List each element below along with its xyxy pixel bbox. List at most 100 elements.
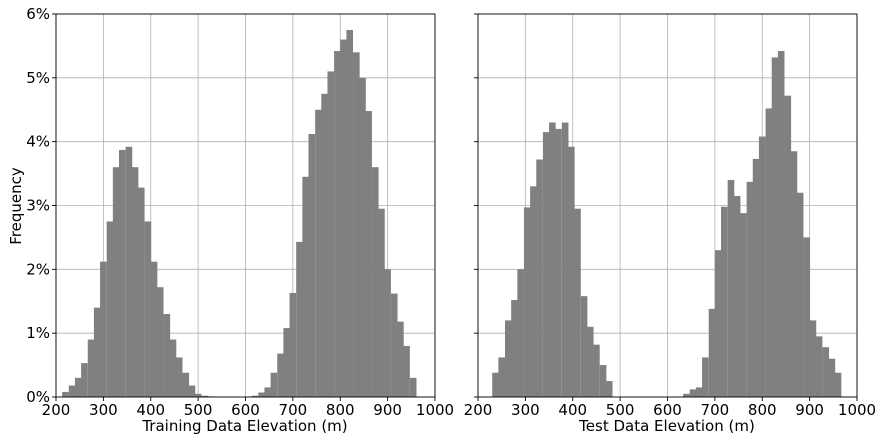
- y-tick-label: 6%: [26, 5, 50, 23]
- x-axis-label-training: Training Data Elevation (m): [141, 417, 347, 435]
- y-tick-label: 2%: [26, 260, 50, 278]
- histogram-bar: [289, 292, 297, 397]
- histogram-bar: [536, 159, 543, 397]
- histogram-bar: [409, 377, 417, 397]
- histogram-bar: [561, 122, 569, 398]
- histogram-bar: [119, 149, 126, 397]
- histogram-bar: [308, 134, 316, 398]
- histogram-bar: [695, 387, 703, 397]
- histogram-bar: [340, 39, 347, 398]
- x-axis-label-test: Test Data Elevation (m): [578, 417, 755, 435]
- histogram-bar: [359, 77, 366, 397]
- histogram-bar: [321, 93, 328, 398]
- x-tick-label: 500: [606, 401, 635, 419]
- y-tick-label: 4%: [26, 133, 50, 151]
- histogram-bar: [175, 357, 183, 397]
- x-tick-label: 1000: [416, 401, 454, 419]
- x-tick-label: 1000: [838, 401, 876, 419]
- histogram-bar: [758, 136, 766, 397]
- histogram-bar: [81, 363, 88, 397]
- histogram-bar: [100, 261, 107, 397]
- histogram-bar: [112, 167, 120, 397]
- histogram-bar: [144, 221, 152, 397]
- x-tick-label: 400: [558, 401, 587, 419]
- histogram-bar: [586, 326, 594, 397]
- x-tick-label: 300: [89, 401, 118, 419]
- histogram-bar: [765, 108, 773, 398]
- histogram-bar: [188, 385, 196, 397]
- x-tick-label: 400: [136, 401, 165, 419]
- histogram-bar: [137, 187, 145, 397]
- histogram-bar: [511, 299, 518, 397]
- histogram-bar: [264, 387, 272, 397]
- histogram-bar: [809, 320, 817, 397]
- y-tick-label: 0%: [26, 388, 50, 406]
- histogram-bar: [194, 393, 202, 397]
- histogram-bar: [365, 111, 372, 397]
- histogram-bar: [156, 287, 164, 397]
- histogram-bar: [828, 358, 836, 397]
- histogram-bar: [277, 353, 284, 397]
- histogram-bar: [87, 339, 95, 397]
- histogram-bar: [530, 186, 537, 397]
- histogram-bar: [555, 128, 562, 397]
- histogram-bar: [777, 51, 785, 397]
- x-tick-label: 200: [464, 401, 493, 419]
- histogram-bar: [74, 377, 82, 397]
- y-tick-label: 3%: [26, 197, 50, 215]
- x-tick-label: 700: [701, 401, 730, 419]
- y-tick-label: 1%: [26, 324, 50, 342]
- x-tick-label: 800: [748, 401, 777, 419]
- histogram-bar: [182, 372, 190, 397]
- histogram-bar: [498, 357, 505, 397]
- histogram-bar: [68, 385, 76, 397]
- histogram-bar: [346, 29, 354, 397]
- histogram-bar: [106, 221, 114, 397]
- histogram-bar: [593, 344, 600, 397]
- x-tick-label: 900: [373, 401, 402, 419]
- histogram-bar: [258, 392, 265, 397]
- histogram-bar: [315, 109, 322, 397]
- histogram-bar: [163, 314, 171, 397]
- histogram-bar: [371, 167, 379, 397]
- histogram-bar: [803, 237, 811, 397]
- histogram-bar: [702, 357, 709, 397]
- histogram-bar: [397, 321, 404, 397]
- histogram-bar: [721, 206, 728, 397]
- y-tick-label: 5%: [26, 69, 50, 87]
- y-axis-label: Frequency: [7, 167, 25, 245]
- histogram-bar: [125, 146, 133, 397]
- histogram-bar: [549, 122, 556, 398]
- histogram-bar: [815, 336, 823, 397]
- histogram-bar: [390, 293, 398, 397]
- histogram-bar: [568, 146, 575, 397]
- histogram-bar: [542, 132, 550, 397]
- histogram-bar: [822, 347, 830, 397]
- histogram-bar: [403, 345, 410, 397]
- histogram-bar: [733, 195, 741, 397]
- histogram-bar: [378, 208, 385, 397]
- histogram-bar: [169, 339, 177, 397]
- histogram-bar: [353, 52, 360, 398]
- histogram-bar: [131, 167, 139, 397]
- histogram-bar: [492, 372, 499, 397]
- histogram-bar: [689, 389, 697, 397]
- x-tick-label: 800: [326, 401, 355, 419]
- plot-test: 200 300 400 500 600 700 800 900 1000: [464, 13, 876, 419]
- plot-training: 200 300 400 500 600 700 800 900 1000 0% 1% 2% 3% 4% 5%…: [26, 5, 454, 419]
- histogram-bar: [834, 372, 842, 397]
- histogram-bar: [201, 395, 209, 397]
- histogram-bar: [296, 241, 303, 397]
- histogram-bar: [580, 296, 588, 397]
- histogram-bar: [384, 269, 391, 397]
- histogram-bar: [517, 269, 524, 397]
- x-tick-label: 600: [653, 401, 682, 419]
- histogram-bar: [796, 192, 804, 397]
- histogram-bar: [714, 250, 722, 397]
- histogram-bar: [739, 213, 747, 397]
- histogram-bar: [708, 308, 716, 397]
- histogram-bar: [574, 208, 581, 397]
- histogram-bar: [327, 71, 335, 397]
- histogram-bar: [771, 57, 779, 397]
